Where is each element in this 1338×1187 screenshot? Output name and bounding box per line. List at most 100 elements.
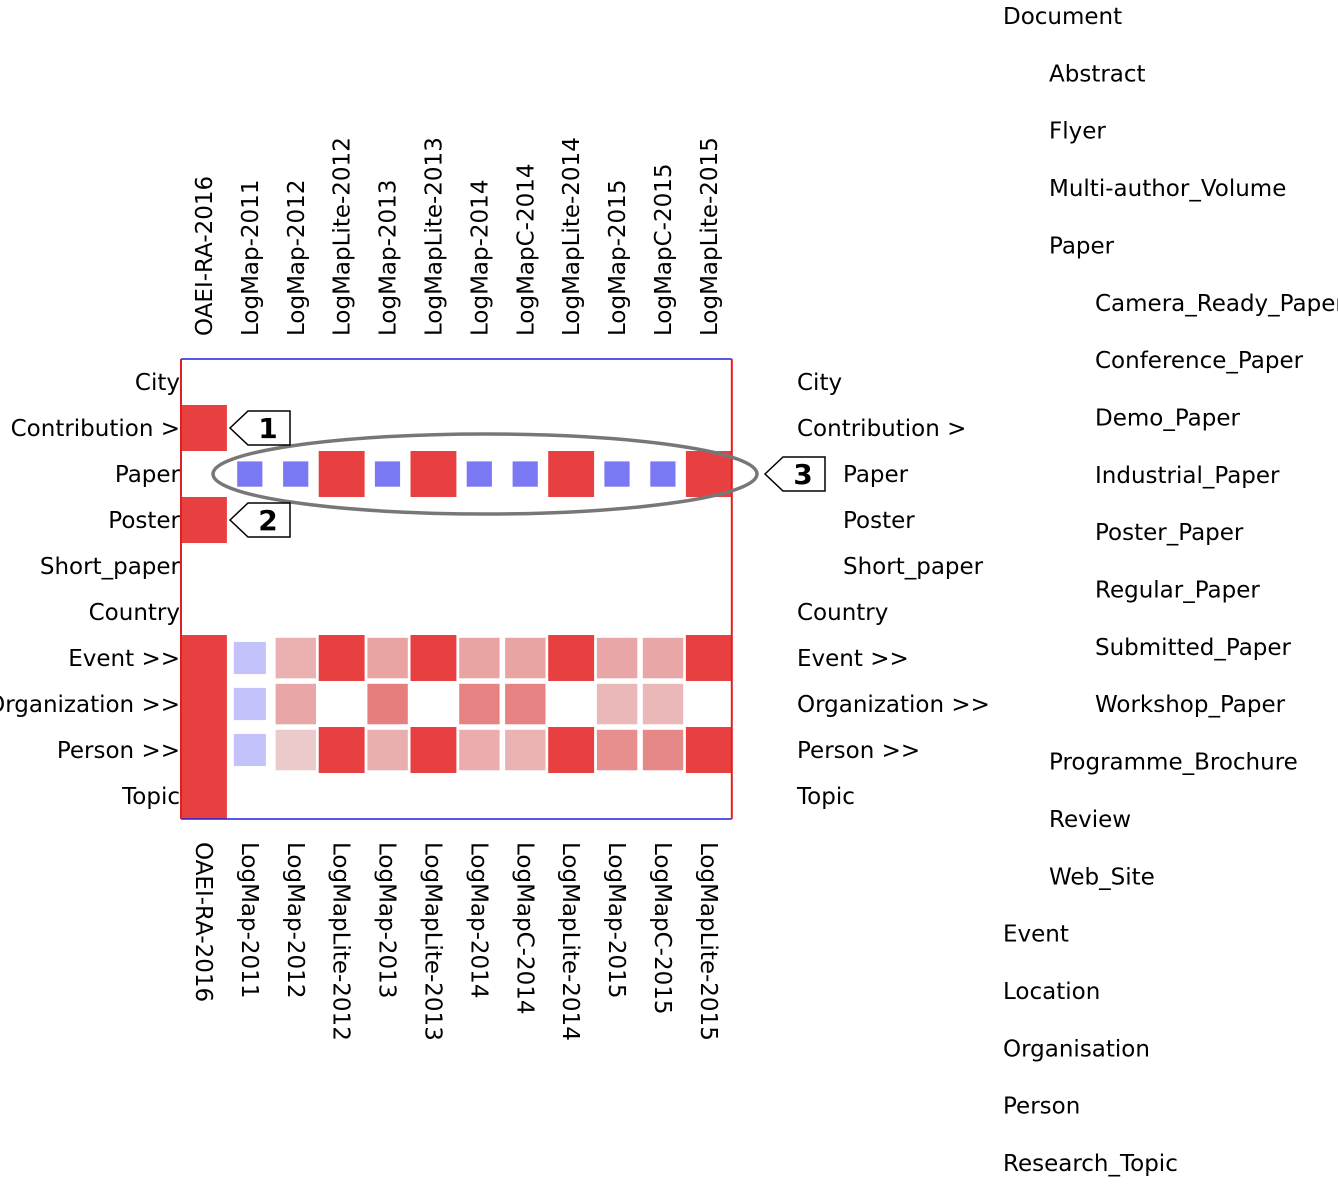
row-label-right-paper: Paper bbox=[843, 462, 909, 488]
heatmap-cell bbox=[181, 405, 227, 451]
column-label-top-logmap-2015: LogMap-2015 bbox=[605, 180, 631, 336]
heatmap-cell bbox=[181, 681, 227, 727]
column-label-bottom-logmap-2014: LogMap-2014 bbox=[465, 842, 491, 998]
tree-item-review: Review bbox=[1049, 807, 1131, 833]
heatmap-cell bbox=[512, 461, 538, 487]
heatmap-cell bbox=[642, 637, 684, 679]
column-label-bottom-logmaplite-2012: LogMapLite-2012 bbox=[328, 842, 354, 1041]
tree-item-demo-paper: Demo_Paper bbox=[1095, 405, 1241, 431]
heatmap-cell bbox=[548, 451, 595, 497]
heatmap-cell bbox=[642, 729, 684, 771]
row-label-right-short-paper: Short_paper bbox=[843, 554, 984, 580]
heatmap-cell bbox=[318, 451, 365, 497]
column-label-top-logmapc-2014: LogMapC-2014 bbox=[513, 163, 539, 336]
tree-item-person: Person bbox=[1003, 1094, 1080, 1120]
heatmap-cell bbox=[367, 683, 408, 725]
highlight-ellipse-layer bbox=[211, 432, 759, 516]
row-label-left-country: Country bbox=[89, 600, 180, 626]
row-label-right-event: Event >> bbox=[797, 646, 909, 672]
column-label-top-logmap-2011: LogMap-2011 bbox=[238, 180, 264, 336]
column-label-bottom-logmapc-2014: LogMapC-2014 bbox=[511, 842, 537, 1015]
column-label-bottom-logmaplite-2014: LogMapLite-2014 bbox=[557, 842, 583, 1041]
column-label-top-logmap-2014: LogMap-2014 bbox=[467, 180, 493, 336]
heatmap-cell bbox=[650, 461, 676, 487]
callout-number: 1 bbox=[258, 412, 277, 445]
top-column-labels: OAEI-RA-2016 LogMap-2011 LogMap-2012 LogMap… bbox=[192, 137, 723, 336]
row-label-left-short-paper: Short_paper bbox=[40, 554, 181, 580]
heatmap-cell bbox=[604, 461, 630, 487]
heatmap-cell bbox=[181, 635, 227, 681]
row-label-left-topic: Topic bbox=[121, 784, 180, 810]
highlight-ellipse bbox=[211, 432, 759, 516]
column-label-top-logmap-2013: LogMap-2013 bbox=[376, 180, 402, 336]
heatmap-cell bbox=[283, 461, 309, 487]
row-label-left-contribution: Contribution > bbox=[11, 416, 180, 442]
heatmap-cell bbox=[459, 729, 500, 771]
callout-box bbox=[763, 456, 826, 492]
heatmap-cell bbox=[410, 451, 457, 497]
bottom-column-labels: OAEI-RA-2016 LogMap-2011 LogMap-2012 LogMap… bbox=[190, 842, 721, 1041]
heatmap-cell bbox=[548, 727, 595, 773]
row-label-right-organization: Organization >> bbox=[797, 692, 990, 718]
heatmap-cell bbox=[459, 683, 500, 725]
heatmap-cell bbox=[275, 729, 316, 771]
right-row-labels: City Contribution > Paper Poster Short_paper… bbox=[796, 370, 990, 810]
column-label-top-logmaplite-2014: LogMapLite-2014 bbox=[559, 137, 585, 336]
row-label-right-contribution: Contribution > bbox=[797, 416, 966, 442]
row-label-left-poster: Poster bbox=[108, 508, 180, 534]
row-label-left-city: City bbox=[135, 370, 180, 396]
row-label-right-poster: Poster bbox=[843, 508, 915, 534]
tree-item-programme-brochure: Programme_Brochure bbox=[1049, 750, 1298, 776]
heatmap-cells bbox=[181, 405, 732, 819]
tree-item-paper: Paper bbox=[1049, 233, 1115, 259]
tree-item-web-site: Web_Site bbox=[1049, 864, 1155, 890]
tree-item-flyer: Flyer bbox=[1049, 119, 1106, 145]
tree-item-event: Event bbox=[1003, 922, 1069, 948]
callout-markers: 1 2 3 bbox=[228, 410, 826, 538]
heatmap-cell bbox=[233, 687, 266, 721]
heatmap-cell bbox=[596, 683, 638, 725]
heatmap-cell bbox=[181, 727, 227, 773]
callout-1: 1 bbox=[228, 410, 291, 446]
heatmap-cell bbox=[459, 637, 500, 679]
row-label-left-organization: Organization >> bbox=[0, 692, 180, 718]
tree-item-multi-author-volume: Multi-author_Volume bbox=[1049, 176, 1286, 202]
column-label-top-logmapc-2015: LogMapC-2015 bbox=[651, 163, 677, 336]
callout-number: 3 bbox=[793, 458, 812, 491]
heatmap-cell bbox=[318, 727, 365, 773]
column-label-bottom-logmap-2012: LogMap-2012 bbox=[282, 842, 308, 998]
heatmap-cell bbox=[685, 451, 732, 497]
tree-item-camera-ready-paper: Camera_Ready_Paper bbox=[1095, 291, 1338, 317]
column-label-bottom-logmaplite-2015: LogMapLite-2015 bbox=[695, 842, 721, 1041]
heatmap-cell bbox=[505, 637, 546, 679]
heatmap-cell bbox=[367, 729, 408, 771]
tree-item-workshop-paper: Workshop_Paper bbox=[1095, 692, 1286, 718]
heatmap-cell bbox=[181, 497, 227, 543]
callout-number: 2 bbox=[258, 504, 277, 537]
column-label-bottom-logmap-2013: LogMap-2013 bbox=[374, 842, 400, 998]
class-hierarchy-tree: Document Abstract Flyer Multi-author_Volume… bbox=[1003, 4, 1338, 1177]
column-label-bottom-logmap-2011: LogMap-2011 bbox=[236, 842, 262, 998]
tree-item-poster-paper: Poster_Paper bbox=[1095, 520, 1244, 546]
heatmap-cell bbox=[367, 637, 408, 679]
callout-2: 2 bbox=[228, 502, 291, 538]
column-label-top-oaei-ra-2016: OAEI-RA-2016 bbox=[192, 176, 218, 336]
column-label-top-logmaplite-2012: LogMapLite-2012 bbox=[330, 137, 356, 336]
heatmap-cell bbox=[275, 637, 316, 679]
heatmap-cell bbox=[685, 635, 732, 681]
heatmap-cell bbox=[237, 461, 263, 487]
column-label-bottom-logmapc-2015: LogMapC-2015 bbox=[649, 842, 675, 1015]
callout-box bbox=[228, 502, 291, 538]
callout-3: 3 bbox=[763, 456, 826, 492]
column-label-bottom-logmap-2015: LogMap-2015 bbox=[603, 842, 629, 998]
row-label-left-event: Event >> bbox=[68, 646, 180, 672]
left-row-labels: City Contribution > Paper Poster Short_paper… bbox=[0, 370, 181, 810]
tree-item-location: Location bbox=[1003, 979, 1100, 1005]
heatmap-cell bbox=[318, 635, 365, 681]
tree-item-organisation: Organisation bbox=[1003, 1036, 1150, 1062]
column-label-top-logmap-2012: LogMap-2012 bbox=[284, 180, 310, 336]
heatmap-cell bbox=[548, 635, 595, 681]
tree-item-submitted-paper: Submitted_Paper bbox=[1095, 635, 1292, 661]
heatmap-cell bbox=[642, 683, 684, 725]
